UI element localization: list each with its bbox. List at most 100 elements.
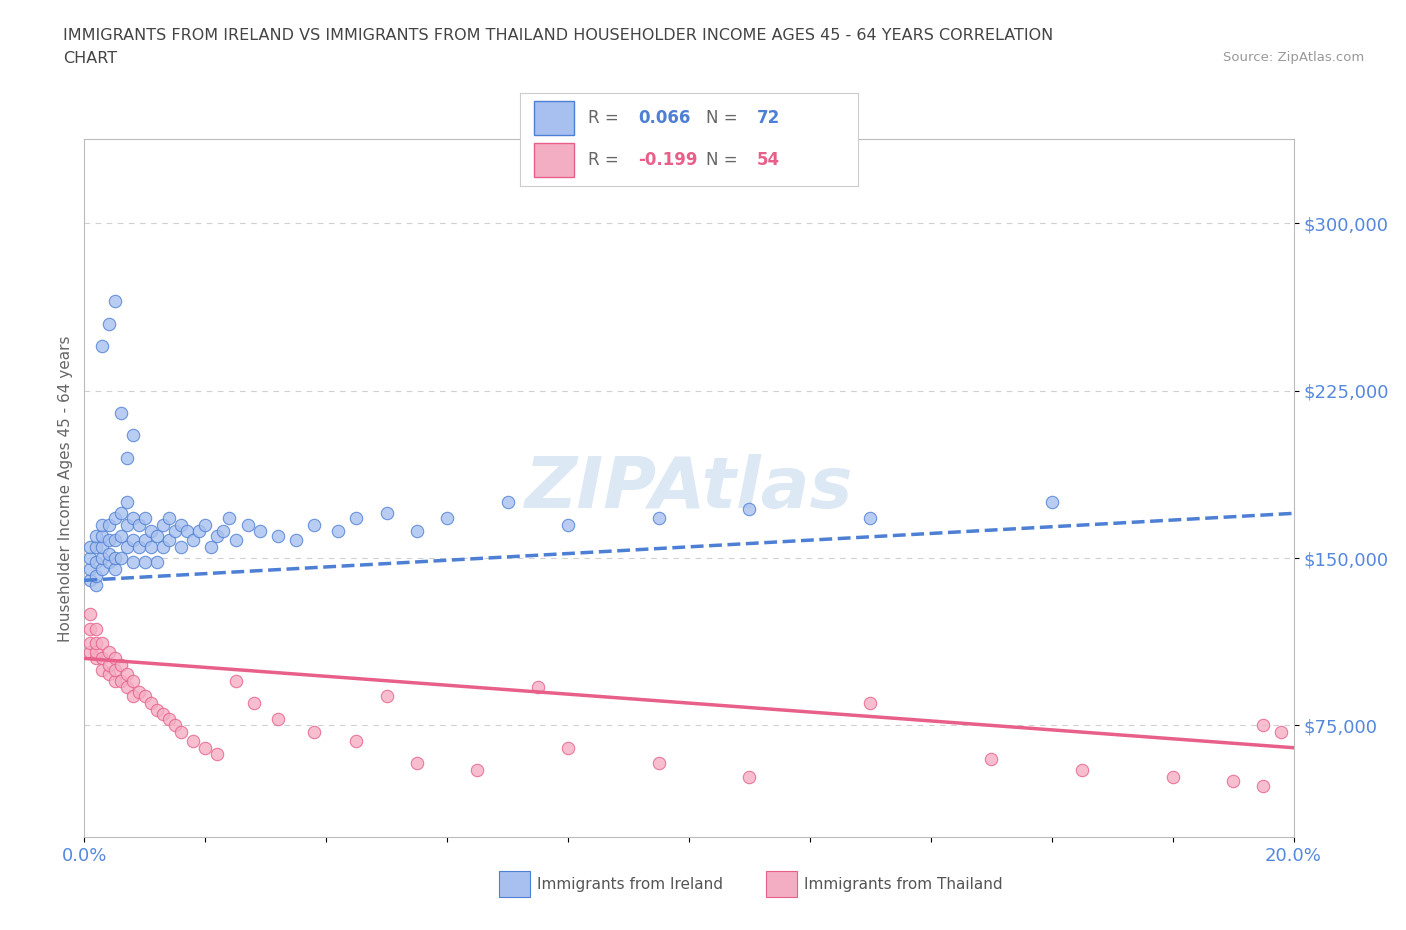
- Point: [859, 511, 882, 525]
- Point: [236, 517, 259, 532]
- Point: [128, 684, 150, 699]
- Point: [200, 539, 222, 554]
- Point: [406, 524, 429, 538]
- Point: [249, 524, 271, 538]
- Point: [1251, 778, 1274, 793]
- Point: [557, 517, 579, 532]
- Point: [79, 635, 101, 650]
- Point: [163, 718, 186, 733]
- Point: [436, 511, 458, 525]
- Point: [86, 651, 108, 666]
- Point: [225, 533, 247, 548]
- Text: R =: R =: [588, 151, 624, 169]
- Point: [91, 339, 114, 353]
- Point: [121, 428, 143, 443]
- Point: [738, 769, 761, 784]
- Text: N =: N =: [706, 109, 742, 127]
- Point: [146, 555, 169, 570]
- Point: [86, 568, 108, 583]
- Point: [302, 517, 325, 532]
- Point: [146, 528, 169, 543]
- Point: [980, 751, 1002, 766]
- Point: [104, 551, 127, 565]
- Point: [1040, 495, 1063, 510]
- Point: [97, 555, 120, 570]
- Point: [97, 644, 120, 659]
- Point: [139, 539, 162, 554]
- Point: [110, 528, 132, 543]
- Point: [557, 740, 579, 755]
- Point: [104, 651, 127, 666]
- Text: -0.199: -0.199: [638, 151, 697, 169]
- Point: [79, 539, 101, 554]
- Text: N =: N =: [706, 151, 742, 169]
- Point: [284, 533, 308, 548]
- Point: [79, 644, 101, 659]
- Point: [375, 689, 398, 704]
- Point: [157, 511, 180, 525]
- Point: [152, 707, 174, 722]
- Point: [328, 524, 350, 538]
- Point: [110, 673, 132, 688]
- Point: [526, 680, 548, 695]
- Point: [1270, 724, 1292, 739]
- Point: [115, 539, 138, 554]
- Point: [1071, 763, 1094, 777]
- Point: [406, 756, 429, 771]
- Point: [91, 562, 114, 577]
- FancyBboxPatch shape: [534, 101, 574, 135]
- FancyBboxPatch shape: [534, 143, 574, 177]
- Point: [1222, 774, 1244, 789]
- Point: [170, 517, 193, 532]
- Point: [97, 517, 120, 532]
- Point: [496, 495, 519, 510]
- Point: [738, 501, 761, 516]
- Point: [207, 528, 229, 543]
- Text: 0.066: 0.066: [638, 109, 690, 127]
- Point: [163, 524, 186, 538]
- Point: [97, 546, 120, 561]
- Point: [467, 763, 489, 777]
- Point: [104, 511, 127, 525]
- Text: CHART: CHART: [63, 51, 117, 66]
- Point: [86, 644, 108, 659]
- Point: [859, 696, 882, 711]
- Point: [110, 405, 132, 420]
- Point: [218, 511, 240, 525]
- Point: [157, 533, 180, 548]
- Point: [170, 724, 193, 739]
- Point: [91, 662, 114, 677]
- Point: [346, 511, 368, 525]
- Text: Immigrants from Thailand: Immigrants from Thailand: [804, 877, 1002, 892]
- Point: [110, 506, 132, 521]
- Point: [128, 517, 150, 532]
- Point: [181, 734, 204, 749]
- Point: [267, 528, 290, 543]
- Point: [146, 702, 169, 717]
- Text: 72: 72: [756, 109, 780, 127]
- Point: [207, 747, 229, 762]
- Point: [139, 524, 162, 538]
- Point: [86, 578, 108, 592]
- Point: [115, 495, 138, 510]
- Point: [79, 606, 101, 621]
- Point: [86, 555, 108, 570]
- Point: [110, 658, 132, 672]
- Y-axis label: Householder Income Ages 45 - 64 years: Householder Income Ages 45 - 64 years: [58, 335, 73, 642]
- Point: [91, 635, 114, 650]
- Point: [134, 511, 156, 525]
- Point: [115, 517, 138, 532]
- Point: [79, 562, 101, 577]
- Point: [212, 524, 235, 538]
- Point: [104, 294, 127, 309]
- Point: [115, 450, 138, 465]
- Point: [104, 662, 127, 677]
- Point: [79, 622, 101, 637]
- Point: [157, 711, 180, 726]
- Point: [104, 533, 127, 548]
- Point: [188, 524, 211, 538]
- Point: [91, 528, 114, 543]
- Point: [242, 696, 264, 711]
- Point: [152, 539, 174, 554]
- Point: [110, 551, 132, 565]
